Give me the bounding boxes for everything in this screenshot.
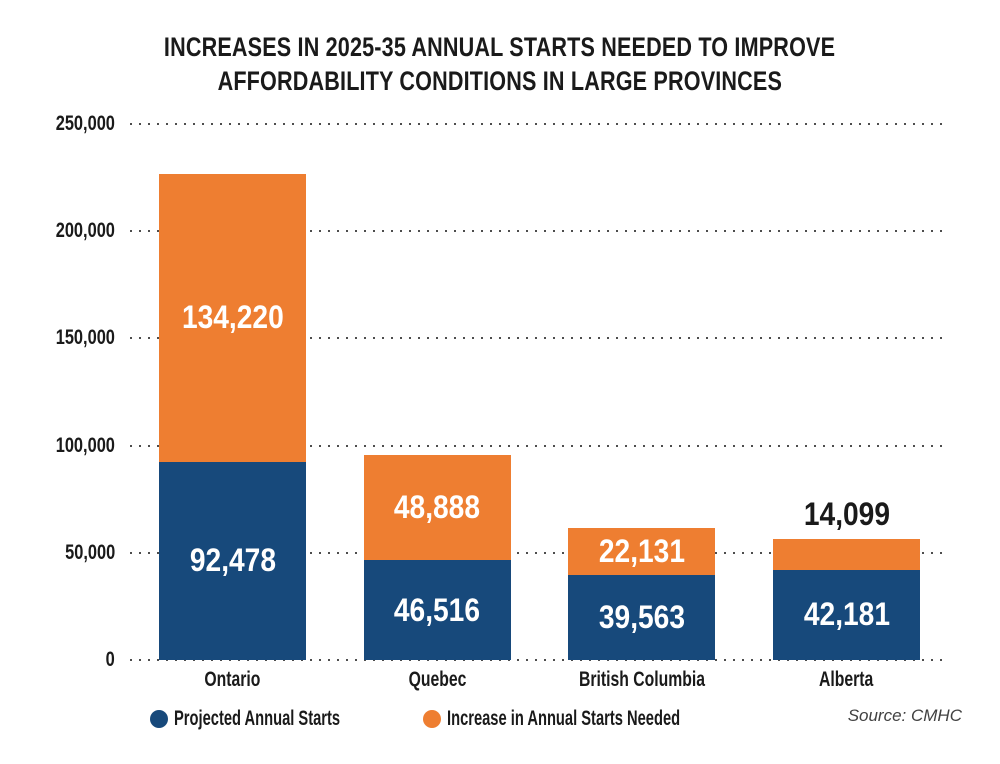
bar-segment-quebec-increase-in-annual-starts-needed: 48,888 xyxy=(363,455,511,561)
gridline-100000 xyxy=(130,444,949,447)
y-axis-tick-label: 0 xyxy=(0,647,115,673)
bar-segment-british-columbia-increase-in-annual-starts-needed: 22,131 xyxy=(568,527,716,576)
source-note: Source: CMHC xyxy=(847,706,962,725)
x-axis-label-british-columbia: British Columbia xyxy=(532,668,752,692)
chart-title-line-2: AFFORDABILITY CONDITIONS IN LARGE PROVIN… xyxy=(217,66,783,96)
bar-segment-ontario-increase-in-annual-starts-needed: 134,220 xyxy=(159,173,306,462)
y-axis-tick-label: 250,000 xyxy=(0,111,115,137)
bar-value-text: 134,220 xyxy=(181,299,284,336)
legend-item-projected-annual-starts: Projected Annual Starts xyxy=(150,707,411,731)
legend-swatch-blue-circle-icon xyxy=(150,710,168,728)
y-axis-tick-text: 100,000 xyxy=(55,433,115,457)
y-axis-tick-text: 200,000 xyxy=(55,219,115,243)
bar-value-text: 92,478 xyxy=(189,542,276,579)
gridline-200000 xyxy=(130,230,949,233)
gridline-0 xyxy=(130,659,949,661)
x-axis-label-alberta: Alberta xyxy=(737,668,957,692)
x-axis-label-quebec: Quebec xyxy=(327,668,547,692)
legend-label: Increase in Annual Starts Needed xyxy=(447,707,681,730)
legend-label: Projected Annual Starts xyxy=(174,707,341,730)
bar-value-label: 92,478 xyxy=(184,542,282,579)
bar-value-text: 46,516 xyxy=(394,591,481,628)
gridline-150000 xyxy=(130,337,949,340)
gridline-250000 xyxy=(130,123,949,125)
bar-segment-ontario-projected-annual-starts: 92,478 xyxy=(159,461,306,660)
bar-value-text: 42,181 xyxy=(803,596,890,633)
bar-value-label: 22,131 xyxy=(593,533,691,570)
y-axis-tick-text: 150,000 xyxy=(55,326,115,350)
bar-value-label: 46,516 xyxy=(388,592,486,629)
chart-title: INCREASES IN 2025-35 ANNUAL STARTS NEEDE… xyxy=(0,30,1000,98)
bar-segment-alberta-projected-annual-starts: 42,181 xyxy=(773,569,920,660)
legend-swatch-orange-circle-icon xyxy=(423,710,442,728)
bar-value-label: 39,563 xyxy=(593,599,691,636)
x-axis-label-text: British Columbia xyxy=(578,668,705,691)
bar-value-text: 39,563 xyxy=(598,599,685,636)
bar-value-text: 22,131 xyxy=(598,532,685,569)
y-axis-tick-text: 50,000 xyxy=(64,540,115,564)
bar-segment-quebec-projected-annual-starts: 46,516 xyxy=(363,560,511,660)
x-axis-label-text: Quebec xyxy=(408,668,467,691)
chart-title-line-1: INCREASES IN 2025-35 ANNUAL STARTS NEEDE… xyxy=(164,32,836,62)
bar-segment-alberta-increase-in-annual-starts-needed xyxy=(773,539,920,570)
legend-item-increase-annual-starts-needed: Increase in Annual Starts Needed xyxy=(423,707,780,731)
bar-value-text: 48,888 xyxy=(394,489,481,526)
bar-value-label-above: 14,099 xyxy=(773,496,920,533)
bar-value-label: 42,181 xyxy=(798,596,896,633)
legend: Projected Annual Starts Increase in Annu… xyxy=(150,707,780,731)
y-axis-tick-label: 150,000 xyxy=(0,325,115,351)
bar-value-label: 134,220 xyxy=(175,299,291,336)
y-axis-tick-label: 200,000 xyxy=(0,218,115,244)
x-axis-label-text: Alberta xyxy=(819,668,874,691)
y-axis-tick-text: 0 xyxy=(105,648,115,671)
bar-value-label: 48,888 xyxy=(388,489,486,526)
bar-value-text: 14,099 xyxy=(803,496,890,533)
y-axis-tick-label: 100,000 xyxy=(0,433,115,459)
gridline-50000 xyxy=(130,551,949,554)
x-axis-label-text: Ontario xyxy=(204,668,261,691)
y-axis-tick-text: 250,000 xyxy=(55,112,115,135)
x-axis-label-ontario: Ontario xyxy=(123,668,343,692)
y-axis-tick-label: 50,000 xyxy=(0,540,115,566)
bar-segment-british-columbia-projected-annual-starts: 39,563 xyxy=(568,575,716,660)
